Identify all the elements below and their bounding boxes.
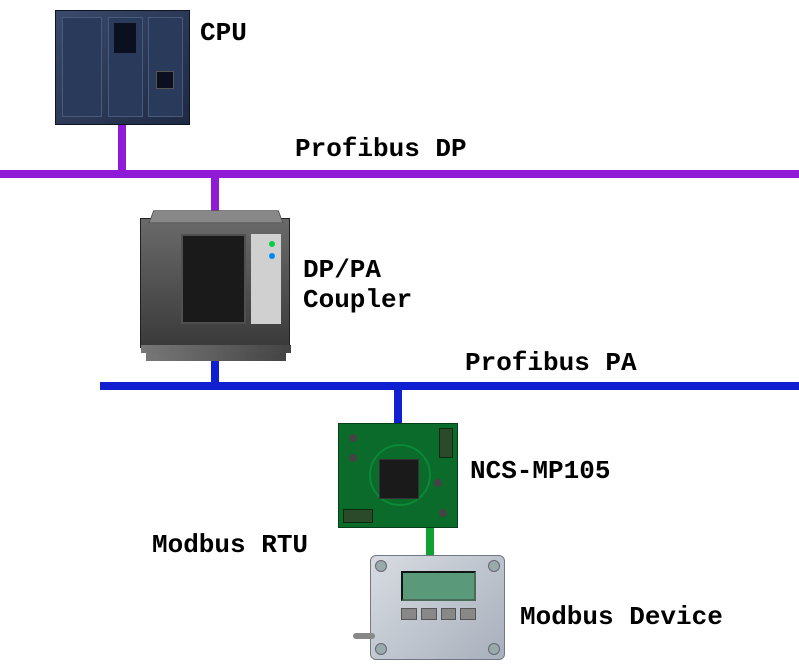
modbus-rtu-link — [426, 528, 434, 555]
ncs-mp105-label: NCS-MP105 — [470, 456, 610, 486]
modbus-device — [370, 555, 505, 660]
profibus-pa-bus — [100, 382, 799, 390]
modbus-rtu-label: Modbus RTU — [152, 530, 308, 560]
cpu-to-dp-link — [118, 125, 126, 170]
coupler-label: DP/PA Coupler — [303, 255, 412, 315]
profibus-dp-bus — [0, 170, 799, 178]
profibus-dp-label: Profibus DP — [295, 134, 467, 164]
cpu-label: CPU — [200, 18, 247, 48]
profibus-pa-label: Profibus PA — [465, 348, 637, 378]
modbus-device-label: Modbus Device — [520, 602, 723, 632]
cpu-device — [55, 10, 190, 125]
pa-to-pcb-link — [394, 390, 402, 423]
coupler-device — [140, 218, 290, 348]
ncs-mp105-pcb — [338, 423, 458, 528]
